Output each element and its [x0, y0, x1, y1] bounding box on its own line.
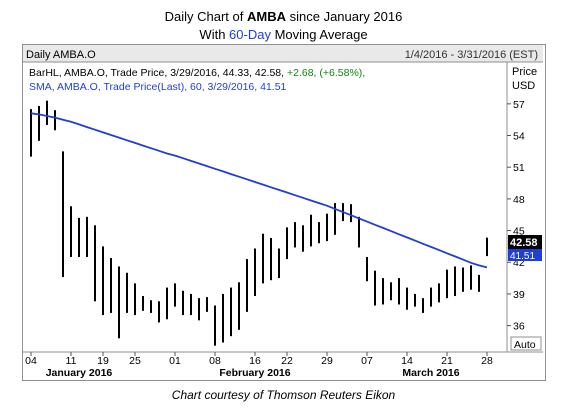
month-label: January 2016: [46, 367, 113, 379]
x-tick-label: 11: [66, 355, 77, 367]
legend-bar-change: +2.68, (+6.58%),: [287, 67, 365, 79]
x-tick-label: 14: [401, 355, 413, 367]
x-tick-label: 16: [249, 355, 261, 367]
title-prefix: Daily Chart of: [164, 9, 247, 24]
last-price-tag: [508, 235, 542, 249]
x-tick-label: 25: [129, 355, 141, 367]
x-tick-label: 21: [441, 355, 453, 367]
y-tick-label: 51: [513, 162, 525, 174]
price-bars: [30, 100, 488, 346]
y-axis-ticks: 36 39 42 45 48 51 54 57: [507, 99, 525, 333]
legend-bar: BarHL, AMBA.O, Trade Price, 3/29/2016, 4…: [29, 67, 365, 79]
y-tick-label: 42: [513, 257, 525, 269]
month-label: February 2016: [219, 367, 290, 379]
legend-bar-text: BarHL, AMBA.O, Trade Price, 3/29/2016, 4…: [29, 67, 287, 79]
subtitle-highlight: 60-Day: [229, 27, 271, 42]
chart-subtitle: With 60-Day Moving Average: [0, 27, 567, 42]
x-tick-label: 22: [281, 355, 293, 367]
sma-value-tag: [508, 249, 542, 261]
auto-scale-button[interactable]: [510, 336, 542, 351]
x-axis-ticks: 04 11 19 25 01 08 16 22 29 07 14 21 28: [25, 352, 493, 367]
x-tick-label: 19: [97, 355, 109, 367]
x-tick-label: 28: [481, 355, 493, 367]
subtitle-prefix: With: [199, 27, 230, 42]
price-axis-title: Price: [512, 66, 537, 78]
chart-title: Daily Chart of AMBA since January 2016: [0, 9, 567, 24]
last-price-value: 42.58: [510, 237, 538, 249]
sma-value: 41.51: [510, 251, 535, 262]
y-tick-label: 39: [513, 289, 525, 301]
subtitle-suffix: Moving Average: [270, 27, 368, 42]
month-labels: January 2016 February 2016 March 2016: [46, 367, 460, 379]
legend-sma: SMA, AMBA.O, Trade Price(Last), 60, 3/29…: [29, 81, 287, 93]
title-suffix: since January 2016: [286, 9, 403, 24]
y-tick-label: 54: [513, 131, 525, 143]
chart-frame: [22, 44, 546, 381]
y-tick-label: 36: [513, 321, 525, 333]
x-tick-label: 04: [25, 355, 37, 367]
month-label: March 2016: [402, 367, 459, 379]
y-tick-label: 57: [513, 99, 525, 111]
auto-scale-label: Auto: [514, 339, 536, 351]
y-tick-label: 48: [513, 194, 525, 206]
x-tick-label: 01: [169, 355, 181, 367]
panel-date-range: 1/4/2016 - 3/31/2016 (EST): [405, 49, 538, 61]
sma-line: [30, 112, 488, 269]
panel-name: Daily AMBA.O: [26, 49, 96, 61]
x-tick-label: 08: [209, 355, 221, 367]
x-tick-label: 29: [321, 355, 333, 367]
panel-header-bg: [23, 45, 543, 62]
chart-caption: Chart courtesy of Thomson Reuters Eikon: [171, 388, 396, 402]
y-tick-label: 45: [513, 226, 525, 238]
currency-label: USD: [512, 80, 535, 92]
title-ticker: AMBA: [247, 9, 286, 24]
x-tick-label: 07: [361, 355, 373, 367]
